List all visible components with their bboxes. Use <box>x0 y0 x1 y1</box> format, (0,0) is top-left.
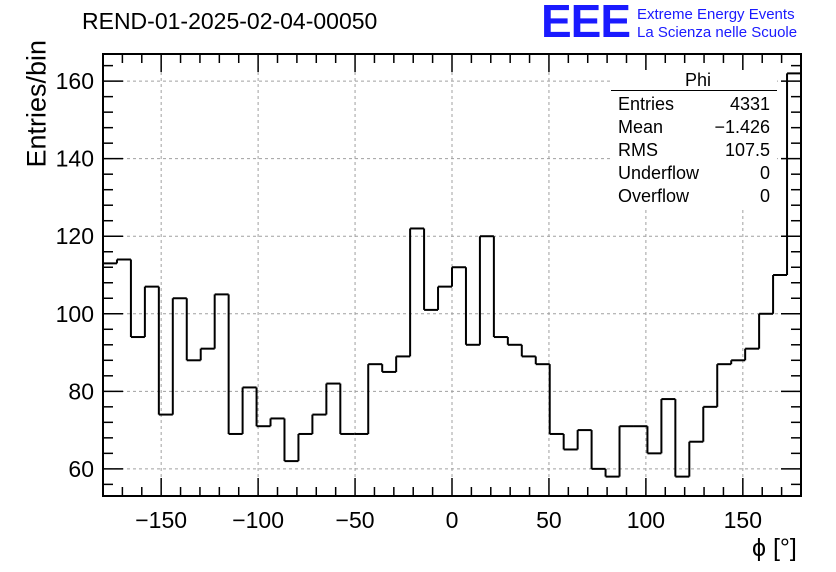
x-tick-label: 0 <box>446 507 459 533</box>
tick-labels: −150 −100 −50 0 50 100 150 60 80 100 120 140 160 <box>56 68 762 533</box>
axis-ticks <box>102 54 802 496</box>
x-tick-label: 150 <box>724 507 762 533</box>
stats-row-mean: Mean −1.426 <box>611 116 777 139</box>
x-tick-label: −50 <box>336 507 375 533</box>
logo-line-2: La Scienza nelle Scuole <box>637 24 798 41</box>
x-tick-label: 50 <box>536 507 562 533</box>
stats-value: −1.426 <box>714 117 770 137</box>
stats-label: Overflow <box>618 186 690 206</box>
y-tick-label: 80 <box>68 378 94 404</box>
stats-label: RMS <box>618 140 658 160</box>
logo-line-1: Extreme Energy Events <box>637 6 795 23</box>
y-tick-label: 120 <box>56 223 94 249</box>
x-axis-label: ϕ [°] <box>752 534 797 562</box>
y-axis-label: Entries/bin <box>21 39 52 168</box>
y-tick-label: 160 <box>56 68 94 94</box>
y-tick-label: 60 <box>68 456 94 482</box>
x-tick-label: −100 <box>232 507 284 533</box>
stats-title: Phi <box>611 70 777 91</box>
y-tick-label: 140 <box>56 146 94 172</box>
stats-row-underflow: Underflow 0 <box>611 162 777 185</box>
x-tick-label: 100 <box>627 507 665 533</box>
y-tick-label: 100 <box>56 301 94 327</box>
stats-row-rms: RMS 107.5 <box>611 139 777 162</box>
stats-box: Phi Entries 4331 Mean −1.426 RMS 107.5 U… <box>611 70 777 208</box>
stats-value: 0 <box>759 186 770 206</box>
stats-value: 0 <box>759 163 770 183</box>
stats-value: 4331 <box>729 94 770 114</box>
x-tick-label: −150 <box>135 507 187 533</box>
histogram-series <box>103 72 801 478</box>
eee-logo: EEE <box>541 0 631 47</box>
stats-label: Mean <box>618 117 664 137</box>
logo-caption: Extreme Energy Events La Scienza nelle S… <box>637 6 797 42</box>
stats-label: Entries <box>618 94 675 114</box>
stats-value: 107.5 <box>724 140 770 160</box>
stats-label: Underflow <box>618 163 700 183</box>
stats-row-entries: Entries 4331 <box>611 93 777 116</box>
stats-row-overflow: Overflow 0 <box>611 185 777 208</box>
chart-title: REND-01-2025-02-04-00050 <box>82 8 378 34</box>
